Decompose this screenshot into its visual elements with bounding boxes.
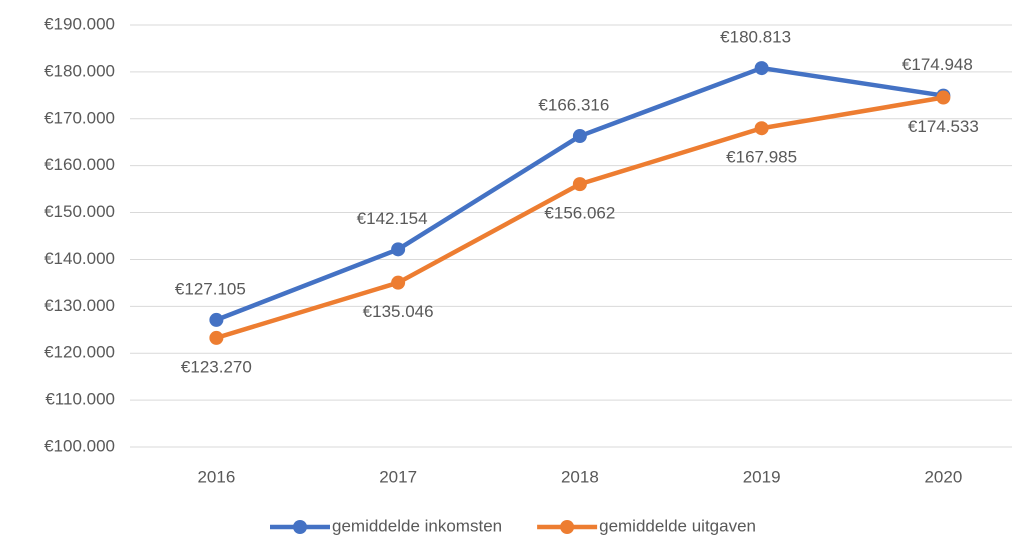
y-tick-label: €110.000 — [45, 390, 115, 409]
data-point — [936, 90, 951, 105]
y-tick-label: €190.000 — [44, 14, 115, 33]
data-label: €142.154 — [357, 209, 428, 228]
data-label: €123.270 — [181, 357, 252, 376]
y-tick-label: €150.000 — [44, 202, 115, 221]
data-point — [391, 275, 406, 290]
data-label: €156.062 — [544, 204, 615, 223]
data-label: €174.533 — [908, 117, 979, 136]
y-tick-label: €180.000 — [44, 61, 115, 80]
legend-label: gemiddelde uitgaven — [599, 516, 756, 535]
x-tick-label: 2016 — [197, 467, 235, 486]
data-point — [754, 121, 769, 136]
x-tick-label: 2018 — [561, 467, 599, 486]
y-tick-label: €130.000 — [44, 296, 115, 315]
data-point — [754, 61, 769, 76]
data-label: €167.985 — [726, 148, 797, 167]
data-point — [209, 312, 224, 327]
y-tick-label: €140.000 — [44, 249, 115, 268]
data-point — [391, 242, 406, 257]
x-tick-label: 2019 — [743, 467, 781, 486]
legend-marker — [560, 520, 575, 534]
y-tick-label: €160.000 — [44, 155, 115, 174]
x-tick-label: 2017 — [379, 467, 417, 486]
data-label: €127.105 — [175, 279, 246, 298]
y-tick-label: €100.000 — [44, 436, 115, 455]
y-tick-label: €120.000 — [44, 343, 115, 362]
data-point — [209, 330, 224, 345]
legend-marker — [293, 520, 307, 534]
x-tick-label: 2020 — [924, 467, 962, 486]
data-label: €174.948 — [902, 55, 973, 74]
legend-label: gemiddelde inkomsten — [332, 516, 502, 535]
data-point — [572, 129, 587, 144]
data-label: €180.813 — [720, 28, 791, 47]
data-point — [572, 177, 587, 192]
data-label: €135.046 — [363, 302, 434, 321]
y-tick-label: €170.000 — [44, 108, 115, 127]
data-label: €166.316 — [538, 96, 609, 115]
